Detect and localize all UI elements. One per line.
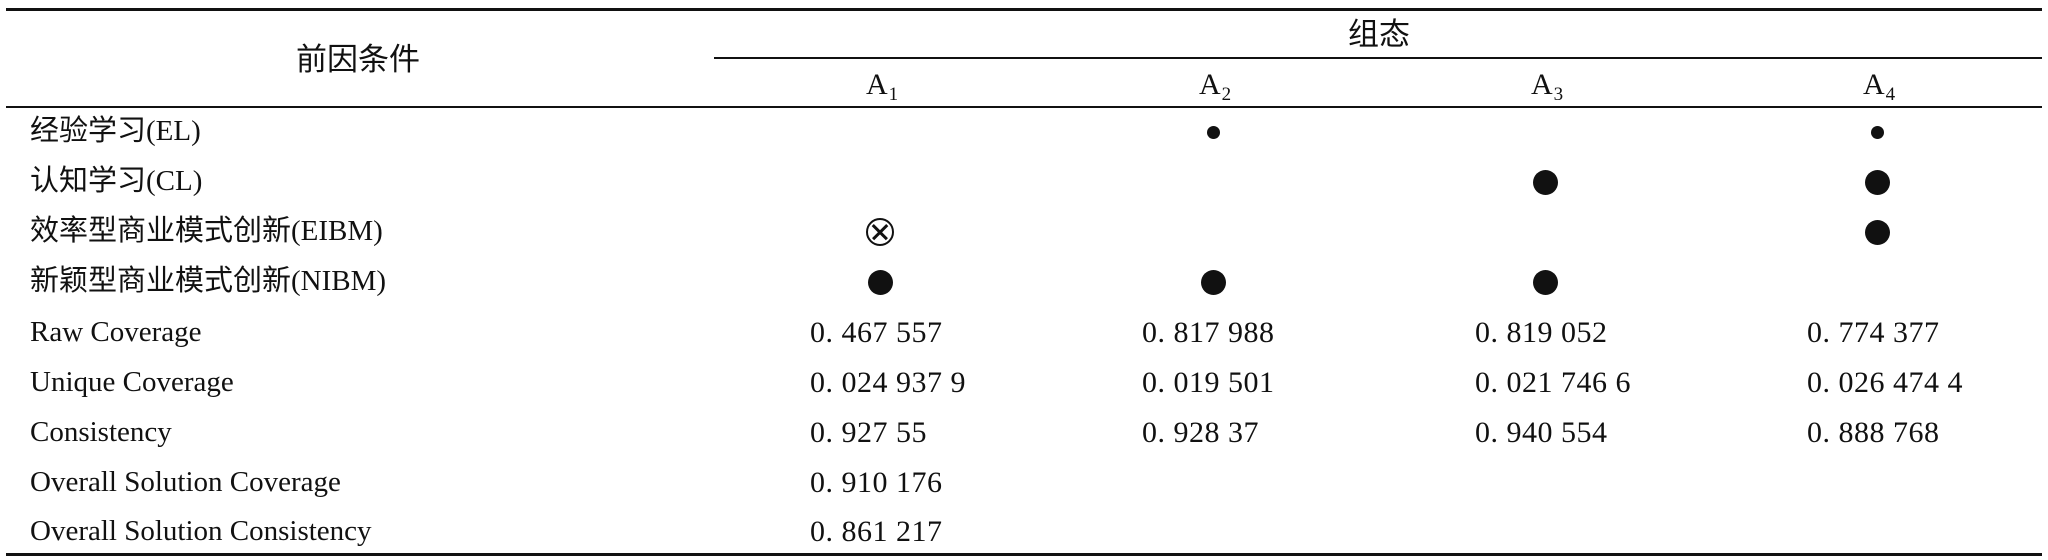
small-dot-icon <box>1206 125 1220 139</box>
metric-value: 0. 024 937 9 <box>810 366 966 399</box>
condition-label: 经验学习(EL) <box>30 115 201 147</box>
crossed-circle-icon <box>866 218 894 246</box>
metric-label: Overall Solution Consistency <box>30 515 372 547</box>
condition-label: 新颖型商业模式创新(NIBM) <box>30 265 387 297</box>
metric-value: 0. 910 176 <box>810 466 943 499</box>
big-dot-icon <box>1864 169 1890 195</box>
column-header-a2: A2 <box>1199 68 1232 105</box>
header-rule <box>6 106 2042 108</box>
metric-value: 0. 021 746 6 <box>1475 366 1631 399</box>
column-header-a4: A4 <box>1863 68 1896 105</box>
metric-label: Raw Coverage <box>30 316 202 348</box>
column-header-a3: A3 <box>1531 68 1564 105</box>
metric-label: Consistency <box>30 416 172 448</box>
big-dot-icon <box>1532 269 1558 295</box>
metric-value: 0. 861 217 <box>810 515 943 548</box>
metric-value: 0. 927 55 <box>810 416 927 449</box>
metric-label: Unique Coverage <box>30 366 234 398</box>
metric-value: 0. 467 557 <box>810 316 943 349</box>
metric-value: 0. 928 37 <box>1142 416 1259 449</box>
condition-label: 认知学习(CL) <box>30 165 203 197</box>
metric-value: 0. 888 768 <box>1807 416 1940 449</box>
big-dot-icon <box>867 269 893 295</box>
metric-label: Overall Solution Coverage <box>30 466 341 498</box>
metric-value: 0. 026 474 4 <box>1807 366 1963 399</box>
group-title: 组态 <box>1348 17 1410 52</box>
small-dot-icon <box>1870 125 1884 139</box>
condition-label: 效率型商业模式创新(EIBM) <box>30 215 383 247</box>
column-header-a1: A1 <box>866 68 899 105</box>
metric-value: 0. 019 501 <box>1142 366 1275 399</box>
row-header-title: 前因条件 <box>296 42 420 77</box>
metric-value: 0. 940 554 <box>1475 416 1608 449</box>
top-rule <box>6 8 2042 11</box>
big-dot-icon <box>1532 169 1558 195</box>
metric-value: 0. 819 052 <box>1475 316 1608 349</box>
bottom-rule <box>6 553 2042 556</box>
group-rule <box>714 57 2042 59</box>
big-dot-icon <box>1864 219 1890 245</box>
metric-value: 0. 817 988 <box>1142 316 1275 349</box>
big-dot-icon <box>1200 269 1226 295</box>
metric-value: 0. 774 377 <box>1807 316 1940 349</box>
